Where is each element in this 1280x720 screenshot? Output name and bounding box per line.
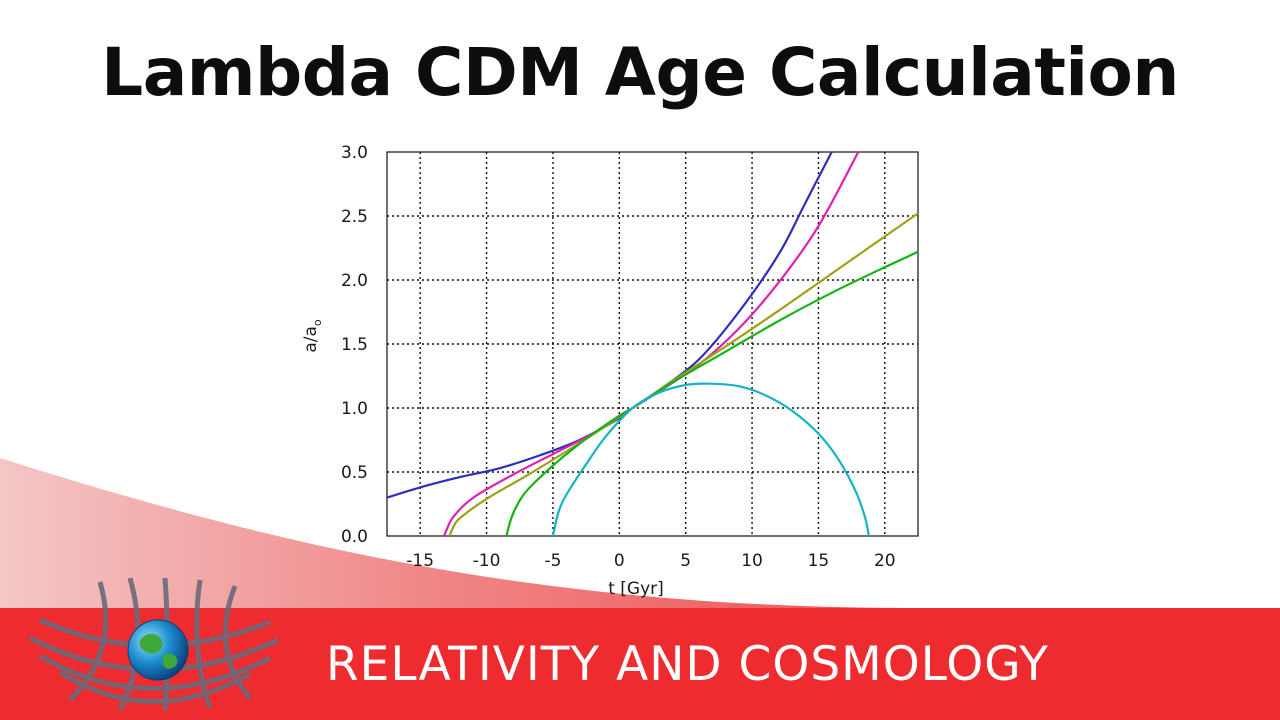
y-axis-label-subscript: o xyxy=(311,319,324,326)
y-tick-label: 3.0 xyxy=(341,143,368,163)
series-line-5 xyxy=(551,382,870,537)
y-tick-label: 2.5 xyxy=(341,207,368,227)
y-tick-label: 0.5 xyxy=(341,463,368,483)
x-tick-label: 5 xyxy=(680,551,691,571)
x-tick-label: 20 xyxy=(874,551,896,571)
page-title: Lambda CDM Age Calculation xyxy=(101,34,1179,111)
x-tick-label: -10 xyxy=(473,551,501,571)
y-tick-label: 1.0 xyxy=(341,399,368,419)
y-axis-label-main: a/a xyxy=(301,326,321,353)
x-tick-label: 0 xyxy=(614,551,625,571)
y-tick-label: 2.0 xyxy=(341,271,368,291)
x-tick-label: -5 xyxy=(544,551,561,571)
banner-text: RELATIVITY AND COSMOLOGY xyxy=(326,637,1049,692)
series-line-4 xyxy=(505,250,919,537)
x-tick-label: -15 xyxy=(406,551,434,571)
y-tick-label: 1.5 xyxy=(341,335,368,355)
logo xyxy=(28,577,280,712)
x-axis-label: t [Gyr] xyxy=(608,579,664,599)
x-tick-label: 10 xyxy=(741,551,763,571)
y-axis-label: a/ao xyxy=(301,319,324,353)
y-tick-labels: 0.0 0.5 1.0 1.5 2.0 2.5 3.0 xyxy=(341,143,368,547)
x-tick-labels: -15 -10 -5 0 5 10 15 20 xyxy=(406,551,895,571)
curves xyxy=(386,151,919,537)
y-tick-label: 0.0 xyxy=(341,527,368,547)
x-tick-label: 15 xyxy=(808,551,830,571)
grid xyxy=(387,152,918,536)
earth-globe-icon xyxy=(127,619,189,681)
